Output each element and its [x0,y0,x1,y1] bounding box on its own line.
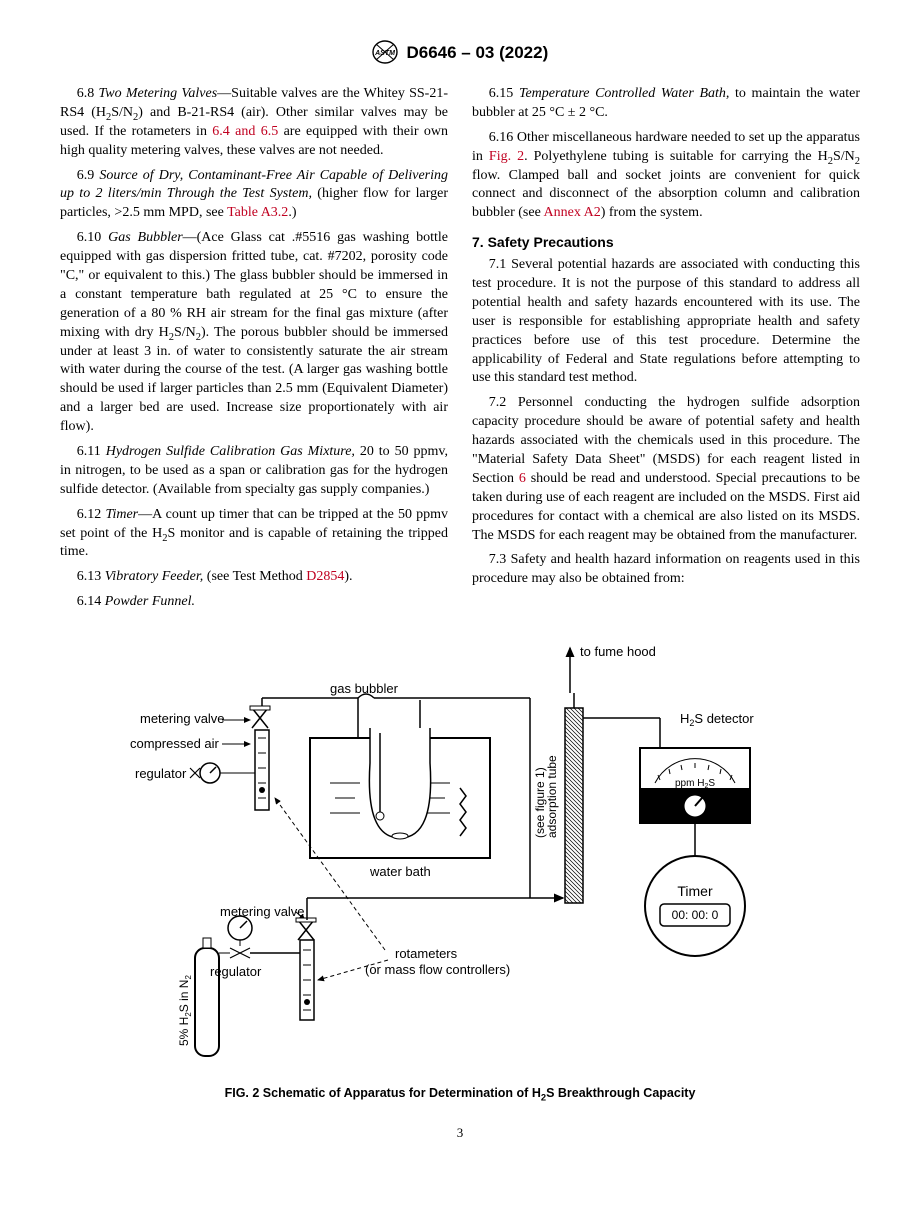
timer-value: 00: 00: 0 [672,908,719,922]
para-7-3: 7.3 Safety and health hazard information… [472,551,860,589]
label-adsorption-tube-1: adsorption tube [545,755,559,838]
label-compressed-air: compressed air [130,736,220,751]
label-rotameters-1: rotameters [395,946,458,961]
label-timer: Timer [677,883,713,899]
label-ppm: ppm H2S [675,778,715,790]
figure-2-caption: FIG. 2 Schematic of Apparatus for Determ… [60,1085,860,1102]
label-rotameters-2: (or mass flow controllers) [365,962,510,977]
figure-2: to fume hood gas bubbler metering valve … [60,638,860,1102]
astm-logo-icon: ASTM [372,40,398,64]
label-cylinder: 5% H2S in N2 [177,975,193,1046]
para-6-11: 6.11 Hydrogen Sulfide Calibration Gas Mi… [60,443,448,500]
label-metering-valve-1: metering valve [140,711,225,726]
para-6-13: 6.13 Vibratory Feeder, (see Test Method … [60,568,448,587]
para-6-9: 6.9 Source of Dry, Contaminant-Free Air … [60,167,448,224]
link-table-a3-2[interactable]: Table A3.2 [227,205,288,220]
label-water-bath: water bath [369,864,431,879]
para-7-2: 7.2 Personnel conducting the hydrogen su… [472,394,860,545]
apparatus-schematic-icon: to fume hood gas bubbler metering valve … [100,638,820,1068]
para-6-16: 6.16 Other miscellaneous hardware needed… [472,129,860,223]
para-6-8: 6.8 Two Metering Valves—Suitable valves … [60,85,448,161]
label-metering-valve-2: metering valve [220,904,305,919]
label-regulator-2: regulator [210,964,262,979]
link-annex-a2[interactable]: Annex A2 [544,205,601,220]
link-d2854[interactable]: D2854 [306,569,344,584]
para-6-10: 6.10 Gas Bubbler—(Ace Glass cat .#5516 g… [60,229,448,437]
label-regulator-1: regulator [135,766,187,781]
label-fume: to fume hood [580,644,656,659]
para-6-12: 6.12 Timer—A count up timer that can be … [60,506,448,563]
label-detector: H2S detector [680,711,754,728]
para-6-14: 6.14 Powder Funnel. [60,593,448,612]
page-number: 3 [60,1124,860,1142]
body-columns: 6.8 Two Metering Valves—Suitable valves … [60,85,860,612]
svg-text:ASTM: ASTM [374,50,395,57]
para-6-15: 6.15 Temperature Controlled Water Bath, … [472,85,860,123]
para-7-1: 7.1 Several potential hazards are associ… [472,256,860,388]
label-adsorption-tube-2: (see figure 1) [533,767,547,838]
link-fig-2[interactable]: Fig. 2 [489,149,524,164]
link-section-6[interactable]: 6 [519,471,526,486]
section-7-head: 7. Safety Precautions [472,233,860,252]
page-header: ASTM D6646 – 03 (2022) [60,40,860,65]
link-6-4-6-5[interactable]: 6.4 and 6.5 [212,124,278,139]
designation: D6646 – 03 (2022) [406,43,548,62]
